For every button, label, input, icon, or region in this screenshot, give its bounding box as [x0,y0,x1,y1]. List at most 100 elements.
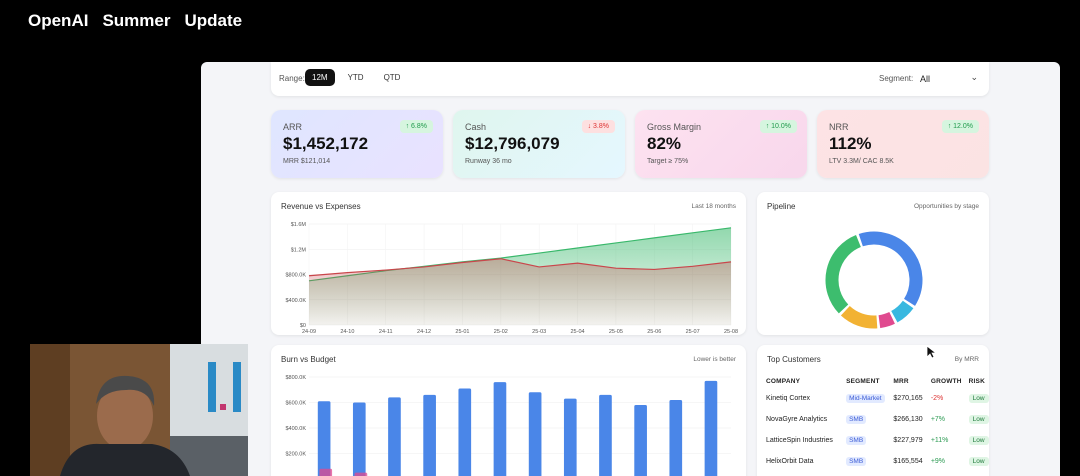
kpi-delta: 3.8% [593,123,609,130]
x-tick-label: 25-01 [455,329,469,335]
kpi-label: Cash [465,122,487,132]
column-header: RISK [968,378,985,385]
arrow-up-icon: ↑ [947,123,952,130]
bar-burn [493,382,507,476]
mouse-cursor-icon [926,345,936,359]
customers-table: COMPANY SEGMENT MRR GROWTH RISK Kinetiq … [766,375,989,472]
arrow-down-icon: ↓ [587,123,592,130]
table-row[interactable]: Kinetiq Cortex Mid-Market $270,165 -2% L… [766,388,989,409]
kpi-value: $1,452,172 [283,134,369,153]
company-cell: HelixOrbit Data [766,458,814,465]
x-tick-label: 25-05 [609,329,623,335]
kpi-subtext: MRR $121,014 [283,158,331,165]
segment-select[interactable]: All ⌄ [920,70,978,88]
segment-tag: SMB [846,415,867,424]
kpi-card-gross-margin: Gross Margin 82% Target ≥ 75% ↑ 10.0% [635,110,807,178]
y-tick-label: $400.0K [286,426,307,432]
range-ytd-button[interactable]: YTD [347,73,364,82]
revenue-expenses-chart: $0 $400.0K $800.0K $1.2M $1.6M 24-09 24-10 24-1… [286,222,739,335]
y-tick-label: $800.0K [286,273,307,279]
bar-burn [458,388,472,476]
risk-badge: Low [968,415,989,424]
company-cell: Kinetiq Cortex [766,395,810,402]
y-tick-label: $0 [300,323,306,329]
company-cell: NovaGyre Analytics [766,416,828,423]
table-row[interactable]: HelixOrbit Data SMB $165,554 +9% Low [766,451,989,472]
kpi-subtext: Runway 36 mo [465,158,512,165]
table-row[interactable]: NovaGyre Analytics SMB $266,130 +7% Low [766,409,989,430]
risk-badge: Low [968,394,989,403]
bar-burn [599,394,612,476]
segment-tag: Mid-Market [846,394,885,403]
x-tick-label: 24-11 [379,329,393,335]
table-header-row: COMPANY SEGMENT MRR GROWTH RISK [766,375,989,388]
risk-badge: Low [968,457,989,466]
kpi-label: Gross Margin [647,122,702,132]
mrr-cell: $266,130 [893,416,923,423]
range-selector: 12M YTD QTD [305,69,407,86]
bar-burn [388,397,401,476]
kpi-label: ARR [283,122,303,132]
arrow-up-icon: ↑ [405,123,410,130]
column-header: SEGMENT [846,378,880,385]
y-tick-label: $1.2M [291,247,307,253]
range-label: Range: [279,74,305,83]
pie-slice-0 [858,231,923,306]
x-tick-label: 25-04 [571,329,585,335]
panel-note: By MRR [954,356,979,363]
bar-burn [669,399,683,476]
range-12m-button[interactable]: 12M [305,69,335,86]
dashboard-screen: Range: 12M YTD QTD Segment: All ⌄ ARR $1… [201,62,1060,476]
panel-title: Burn vs Budget [281,355,336,364]
pie-slice-2 [878,311,895,329]
kpi-delta-badge: ↑ 10.0% [759,120,797,133]
y-tick-label: $1.6M [291,222,307,228]
panel-title: Pipeline [767,202,796,211]
top-customers-panel: Top Customers By MRR COMPANY SEGMENT MRR… [757,345,989,476]
panel-title: Top Customers [767,355,821,364]
x-tick-label: 25-02 [494,329,508,335]
segment-value: All [920,74,931,84]
x-tick-label: 24-09 [302,329,316,335]
risk-badge: Low [968,436,989,445]
mrr-cell: $165,554 [893,458,923,465]
kpi-value: 82% [647,134,682,153]
burn-budget-panel: Burn vs Budget Lower is better $0$200.0K… [271,345,746,476]
chevron-down-icon: ⌄ [970,72,978,82]
bar-burn [563,398,577,476]
bar-budget [319,468,333,476]
bar-burn [423,394,436,476]
title-word-openai: OpenAI [28,11,89,30]
series-area-1 [309,258,731,325]
panel-note: Last 18 months [691,203,736,210]
x-tick-label: 24-12 [417,329,431,335]
kpi-delta-badge: ↓ 3.8% [581,120,615,133]
table-row[interactable]: LatticeSpin Industries SMB $227,979 +11%… [766,430,989,451]
segment-tag: SMB [846,457,867,466]
column-header: GROWTH [930,378,962,385]
mrr-cell: $227,979 [893,437,923,444]
bar-burn [317,401,331,476]
kpi-card-arr: ARR $1,452,172 MRR $121,014 ↑ 6.8% [271,110,443,178]
segment-label: Segment: [879,74,914,83]
pipeline-panel: Pipeline Opportunities by stage [757,192,989,335]
x-tick-label: 25-03 [532,329,546,335]
y-tick-label: $400.0K [286,298,307,304]
growth-cell: -2% [930,395,944,402]
kpi-card-nrr: NRR 112% LTV 3.3M/ CAC 8.5K ↑ 12.0% [817,110,989,178]
title-word-update: Update [184,11,243,30]
kpi-card-cash: Cash $12,796,079 Runway 36 mo ↓ 3.8% [453,110,625,178]
x-tick-label: 25-08 [724,329,738,335]
filter-bar: Range: 12M YTD QTD Segment: All ⌄ [271,62,989,96]
company-cell: LatticeSpin Industries [766,437,833,444]
x-tick-label: 24-10 [340,329,354,335]
kpi-delta: 12.0% [953,123,973,130]
x-tick-label: 25-06 [647,329,661,335]
panel-note: Opportunities by stage [913,203,979,210]
kpi-value: 112% [829,134,872,153]
burn-budget-chart: $0$200.0K$400.0K$600.0K$800.0K [286,375,731,476]
bar-burn [634,405,647,476]
range-qtd-button[interactable]: QTD [383,73,401,82]
segment-tag: SMB [846,436,867,445]
y-tick-label: $200.0K [286,452,307,458]
